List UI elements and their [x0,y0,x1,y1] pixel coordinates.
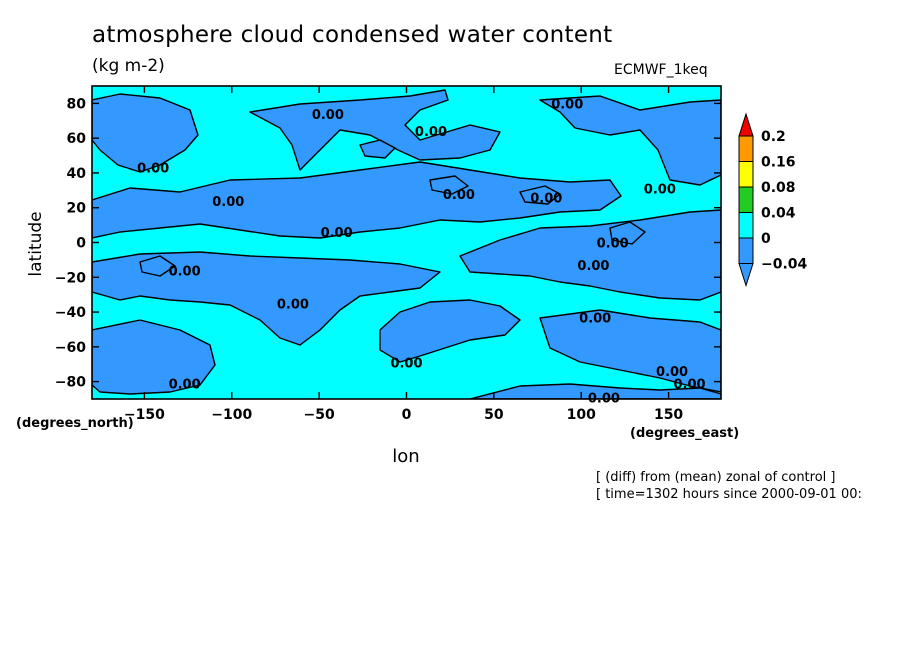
colorbar-swatch [738,237,754,264]
contour-label: 0.00 [212,195,244,210]
chart-title: atmosphere cloud condensed water content [92,22,613,48]
contour-label: 0.00 [321,226,353,241]
note-diff: [ (diff) from (mean) zonal of control ] [596,470,836,485]
y-axis-ticks: 80 60 40 20 0 −20 −40 −60 −80 [55,96,721,391]
y-tick-label: 80 [67,96,87,112]
contour-label: 0.00 [597,237,629,252]
y-tick-label: −80 [55,375,86,391]
region-small-3 [519,185,561,205]
region-small-2 [429,175,469,195]
contour-label: 0.00 [312,108,344,123]
region-sw [92,319,216,395]
x-tick-label: −50 [304,407,335,423]
contour-labels: 0.000.000.000.000.00 0.00 0.000.000.000.00… [137,97,705,406]
colorbar-swatch [738,135,754,162]
colorbar-label: 0.08 [761,180,796,196]
colorbar-label: 0.16 [761,155,796,171]
contour-label: 0.00 [137,162,169,177]
x-tick-label: −100 [211,407,252,423]
region-se-band [459,209,721,301]
contour-label: 0.00 [443,188,475,203]
note-time: [ time=1302 hours since 2000-09-01 00: [596,487,862,502]
negative-regions [92,89,721,399]
contour-label: 0.00 [577,259,609,274]
contour-label: 0.00 [656,365,688,380]
contour-label: 0.00 [644,183,676,198]
contour-label: 0.00 [551,97,583,112]
x-tick-label: 50 [484,407,504,423]
region-w-band [92,251,441,346]
y-tick-label: −60 [55,340,86,356]
region-n-central [249,89,501,171]
y-tick-label: 20 [67,201,87,217]
y-tick-label: 0 [76,236,86,252]
region-small-1 [359,139,396,159]
contour-label: 0.00 [579,311,611,326]
contour-label: 0.00 [277,297,309,312]
contour-label: 0.00 [415,125,447,140]
y-axis-units: (degrees_north) [16,416,134,431]
colorbar-swatch [738,161,754,188]
region-ne [539,95,721,186]
region-small-4 [609,221,646,245]
contour-label: 0.00 [674,377,706,392]
x-tick-label: 100 [567,407,596,423]
colorbar-top-arrow [738,112,754,137]
colorbar-swatch [738,186,754,213]
x-tick-label: 150 [654,407,683,423]
region-s-central [379,299,521,363]
y-tick-label: 60 [67,131,87,147]
colorbar-label: 0 [761,231,771,247]
colorbar: 0.2 0.16 0.08 0.04 0 −0.04 [738,112,808,288]
x-tick-label: 0 [402,407,412,423]
region-small-5 [139,255,176,277]
region-s-polar [469,383,721,399]
y-tick-label: −20 [55,270,86,286]
x-axis-units: (degrees_east) [630,426,740,441]
y-tick-label: 40 [67,166,87,182]
region-n-band [92,161,622,239]
x-tick-label: −150 [124,407,165,423]
colorbar-bottom-arrow [738,263,754,288]
model-label: ECMWF_1keq [614,62,708,78]
contour-label: 0.00 [169,264,201,279]
x-axis-label: lon [392,446,420,467]
contour-label: 0.00 [169,377,201,392]
x-axis-ticks: −150 −100 −50 0 50 100 150 [124,86,683,423]
chart-units: (kg m-2) [92,56,165,76]
colorbar-swatch [738,212,754,239]
colorbar-label: −0.04 [761,257,808,273]
contour-label: 0.00 [390,356,422,371]
y-tick-label: −40 [55,305,86,321]
contour-label: 0.00 [588,391,620,406]
region-nw [92,93,199,173]
colorbar-label: 0.04 [761,206,796,222]
colorbar-label: 0.2 [761,129,786,145]
contour-label: 0.00 [530,191,562,206]
